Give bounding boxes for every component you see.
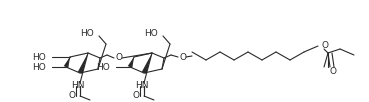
Text: O: O [180,53,187,62]
Text: HN: HN [71,81,85,90]
Polygon shape [78,53,88,74]
Polygon shape [142,53,152,74]
Text: HO: HO [32,63,46,72]
Text: O: O [116,53,123,62]
Text: O: O [330,68,337,76]
Text: O: O [322,40,329,49]
Text: HO: HO [144,29,158,38]
Text: HO: HO [96,63,110,72]
Text: HN: HN [135,81,149,90]
Text: O: O [69,91,76,100]
Polygon shape [64,57,70,68]
Polygon shape [128,57,134,68]
Text: HO: HO [32,53,46,62]
Text: O: O [132,91,139,100]
Text: HO: HO [80,29,94,38]
